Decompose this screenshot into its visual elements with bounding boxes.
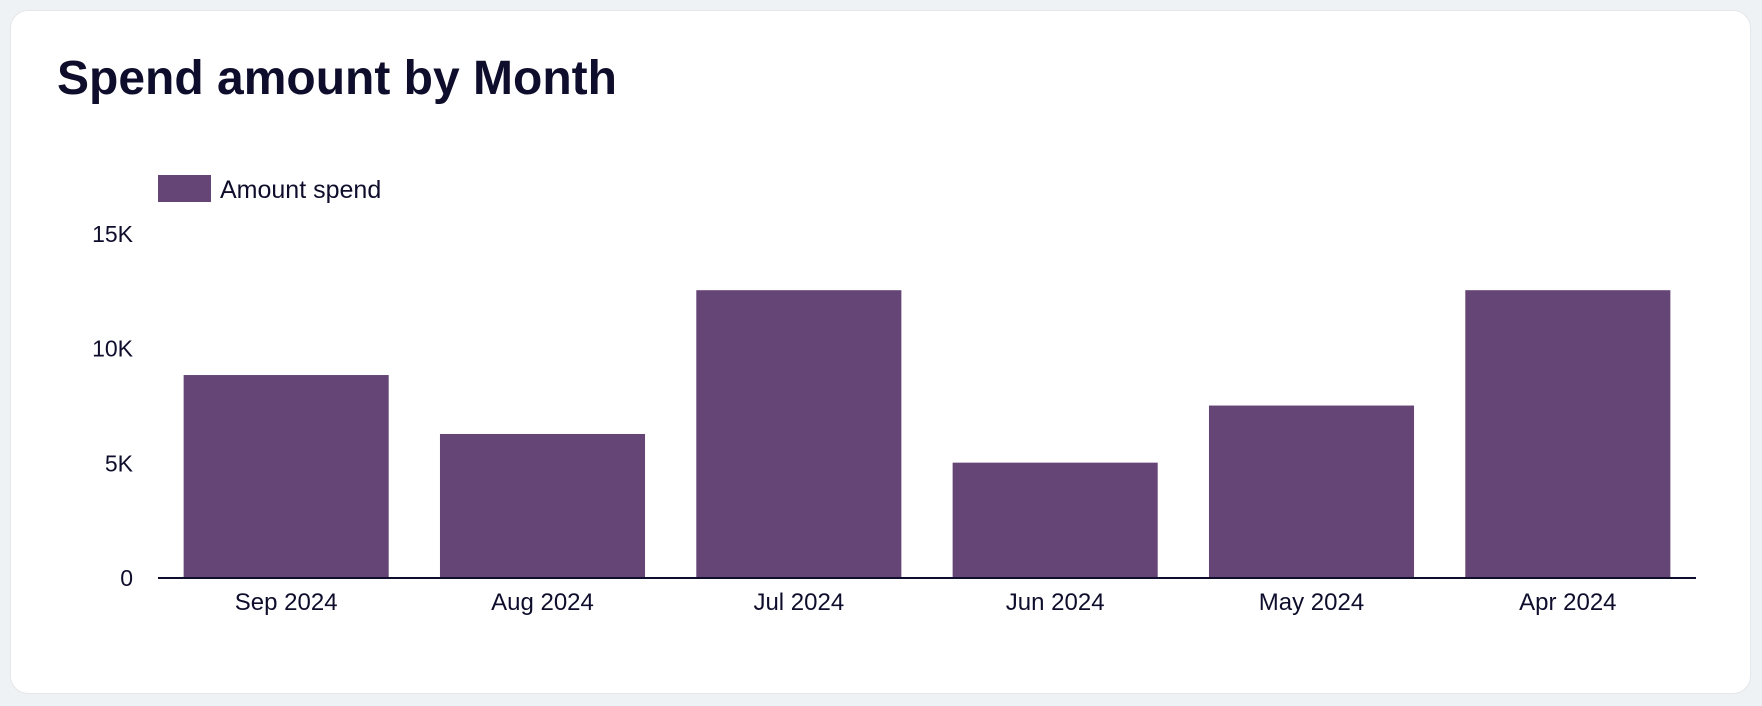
x-tick-label: Jul 2024 (753, 589, 844, 616)
chart-title: Spend amount by Month (57, 52, 617, 105)
chart-card: Spend amount by Month Amount spend 0 5K 10… (10, 10, 1751, 694)
bar-aug-2024[interactable] (439, 433, 646, 578)
y-tick-label: 0 (120, 565, 133, 591)
bars (183, 290, 1671, 578)
bar-sep-2024[interactable] (183, 375, 389, 578)
y-axis: 0 5K 10K 15K (92, 221, 134, 591)
x-tick-label: Jun 2024 (1006, 589, 1105, 616)
x-tick-label: Apr 2024 (1519, 589, 1616, 616)
legend-label-0: Amount spend (220, 176, 381, 204)
x-tick-label: Aug 2024 (491, 589, 594, 616)
y-tick-label: 5K (105, 450, 134, 476)
x-axis: Sep 2024 Aug 2024 Jul 2024 Jun 2024 May 2024… (158, 577, 1696, 616)
bar-jul-2024[interactable] (696, 290, 902, 578)
legend: Amount spend (158, 175, 381, 204)
y-tick-label: 15K (92, 221, 134, 247)
bar-apr-2024[interactable] (1465, 290, 1671, 578)
legend-swatch-0 (158, 175, 211, 202)
bar-chart: Amount spend 0 5K 10K 15K Sep 2024 Aug 2024 J… (92, 175, 1696, 616)
x-tick-label: May 2024 (1259, 589, 1364, 616)
bar-jun-2024[interactable] (952, 462, 1158, 578)
y-tick-label: 10K (92, 336, 134, 362)
bar-may-2024[interactable] (1208, 405, 1415, 578)
x-tick-label: Sep 2024 (235, 589, 338, 616)
